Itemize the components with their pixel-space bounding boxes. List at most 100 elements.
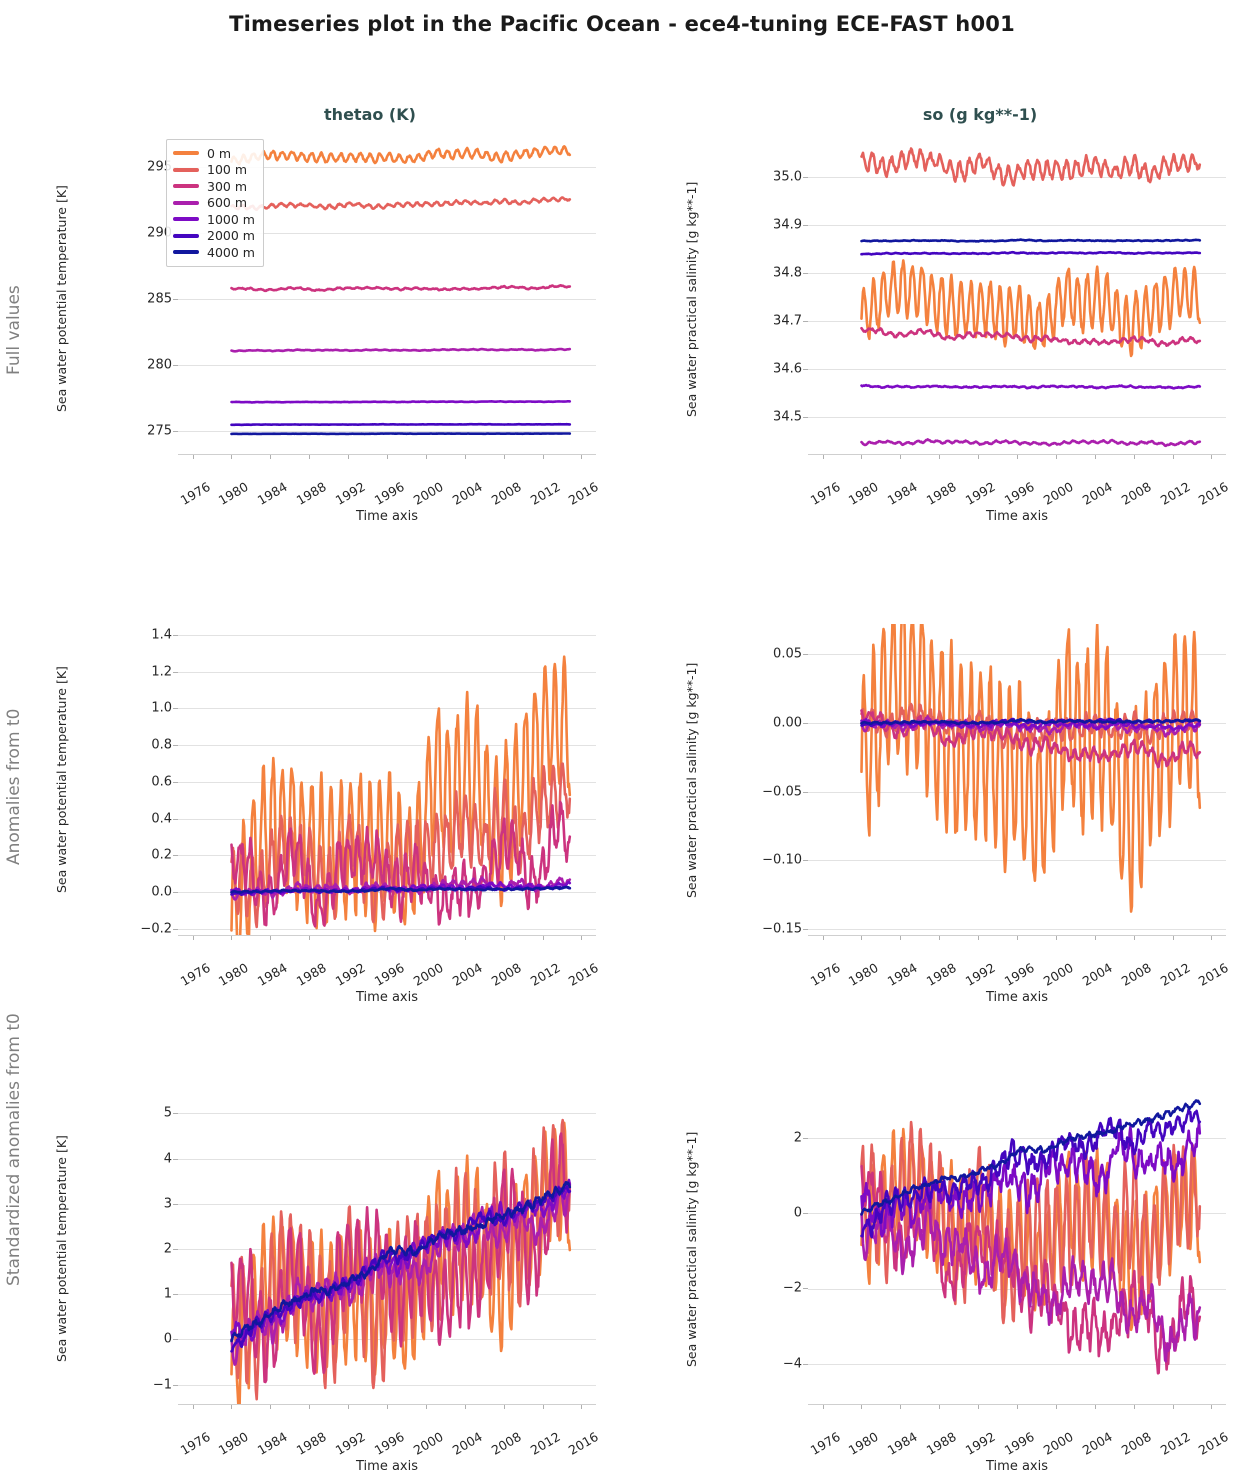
gridline xyxy=(178,855,596,857)
x-tick-mark xyxy=(861,936,863,940)
plot-area-row2-col1 xyxy=(808,1093,1226,1405)
gridline xyxy=(178,431,596,433)
gridline xyxy=(808,320,1226,322)
y-tick-mark xyxy=(803,176,808,178)
x-tick-label: 1976 xyxy=(177,959,213,989)
series-layer-row0-col1 xyxy=(860,147,1202,448)
x-axis-label: Time axis xyxy=(356,990,418,1005)
x-tick-mark xyxy=(387,1405,388,1409)
x-tick-mark xyxy=(387,936,388,940)
x-tick-label: 2016 xyxy=(566,1428,602,1458)
x-axis-label: Time axis xyxy=(986,990,1048,1005)
axis-spine-bottom xyxy=(808,1404,1226,1405)
x-tick-label: 1988 xyxy=(923,1428,959,1458)
y-tick-mark xyxy=(173,745,178,747)
y-tick-label: 34.5 xyxy=(773,409,802,425)
gridline xyxy=(808,416,1226,418)
y-axis-label: Sea water practical salinity [g kg**-1] xyxy=(684,181,699,417)
y-tick-mark xyxy=(173,1113,178,1115)
x-tick-mark xyxy=(542,455,544,459)
x-tick-mark xyxy=(978,1405,980,1409)
gridline xyxy=(808,791,1226,793)
column-title-so: so (g kg**-1) xyxy=(922,105,1038,124)
y-tick-mark xyxy=(173,1203,178,1205)
series-line-1000-m xyxy=(860,718,1202,732)
row-label-full-values: Full values xyxy=(4,285,24,375)
series-line-2000-m xyxy=(230,422,572,427)
series-line-100-m xyxy=(860,1120,1202,1325)
x-tick-mark xyxy=(939,936,941,940)
gridline xyxy=(808,224,1226,226)
x-tick-label: 1992 xyxy=(962,478,998,508)
series-line-300-m xyxy=(230,284,572,293)
series-layer-row2-col1 xyxy=(860,1099,1202,1375)
legend-item-300-m[interactable]: 300 m xyxy=(173,178,255,195)
x-tick-label: 2012 xyxy=(527,959,563,989)
x-tick-label: 1988 xyxy=(923,478,959,508)
gridline xyxy=(808,368,1226,370)
y-tick-label: 0.8 xyxy=(151,737,172,753)
y-tick-mark xyxy=(173,1294,178,1296)
x-tick-label: 1980 xyxy=(216,478,252,508)
gridline xyxy=(178,1294,596,1296)
series-line-1000-m xyxy=(230,400,572,404)
y-tick-mark xyxy=(173,781,178,783)
legend-item-0-m[interactable]: 0 m xyxy=(173,145,255,162)
x-tick-mark xyxy=(978,936,980,940)
axis-spine-bottom xyxy=(808,454,1226,455)
x-tick-label: 1992 xyxy=(332,959,368,989)
x-tick-label: 2008 xyxy=(1118,1428,1154,1458)
y-tick-label: 1 xyxy=(163,1286,172,1302)
x-tick-label: 2012 xyxy=(1157,959,1193,989)
x-tick-mark xyxy=(900,936,902,940)
y-axis-label: Sea water practical salinity [g kg**-1] xyxy=(684,1131,699,1367)
legend-item-2000-m[interactable]: 2000 m xyxy=(173,228,255,245)
y-tick-mark xyxy=(173,635,178,636)
series-line-2000-m xyxy=(860,250,1202,256)
y-tick-mark xyxy=(803,791,808,793)
y-tick-mark xyxy=(803,1288,808,1290)
legend-swatch-icon xyxy=(173,184,199,189)
gridline xyxy=(808,1213,1226,1215)
x-tick-mark xyxy=(861,455,863,459)
legend-item-600-m[interactable]: 600 m xyxy=(173,195,255,212)
x-tick-mark xyxy=(939,1405,941,1409)
legend-label: 1000 m xyxy=(207,211,255,227)
axis-spine-bottom xyxy=(178,454,596,455)
x-tick-mark xyxy=(231,936,233,940)
axis-spine-bottom xyxy=(178,1404,596,1405)
legend-label: 600 m xyxy=(207,195,248,211)
y-tick-mark xyxy=(803,1138,808,1140)
y-tick-label: −0.15 xyxy=(762,921,802,937)
series-line-0-m xyxy=(230,1121,572,1405)
legend-swatch-icon xyxy=(173,217,199,222)
y-axis-label: Sea water potential temperature [K] xyxy=(54,666,69,894)
series-line-100-m xyxy=(230,1118,572,1401)
legend-swatch-icon xyxy=(173,233,199,238)
x-tick-label: 1988 xyxy=(293,959,329,989)
x-tick-label: 1976 xyxy=(807,959,843,989)
x-tick-mark xyxy=(192,1405,194,1409)
x-tick-label: 1984 xyxy=(255,1428,291,1458)
y-tick-label: 0.05 xyxy=(773,646,802,662)
legend-item-4000-m[interactable]: 4000 m xyxy=(173,244,255,261)
series-layer-row2-col0 xyxy=(230,1118,572,1405)
x-tick-label: 2004 xyxy=(1079,959,1115,989)
series-line-1000-m xyxy=(230,880,572,897)
series-line-4000-m xyxy=(860,717,1202,726)
x-tick-label: 1984 xyxy=(255,478,291,508)
x-tick-mark xyxy=(503,455,505,459)
x-tick-label: 1980 xyxy=(216,959,252,989)
legend-label: 4000 m xyxy=(207,244,255,260)
x-tick-label: 1992 xyxy=(332,1428,368,1458)
y-tick-label: −0.10 xyxy=(762,852,802,868)
legend-item-100-m[interactable]: 100 m xyxy=(173,162,255,179)
gridline xyxy=(178,671,596,673)
x-tick-label: 2000 xyxy=(1040,478,1076,508)
y-tick-label: 0.00 xyxy=(773,715,802,731)
x-tick-label: 2000 xyxy=(410,478,446,508)
plot-area-row1-col0 xyxy=(178,624,596,936)
x-tick-mark xyxy=(425,1405,427,1409)
series-line-4000-m xyxy=(230,1181,572,1343)
legend-item-1000-m[interactable]: 1000 m xyxy=(173,211,255,228)
